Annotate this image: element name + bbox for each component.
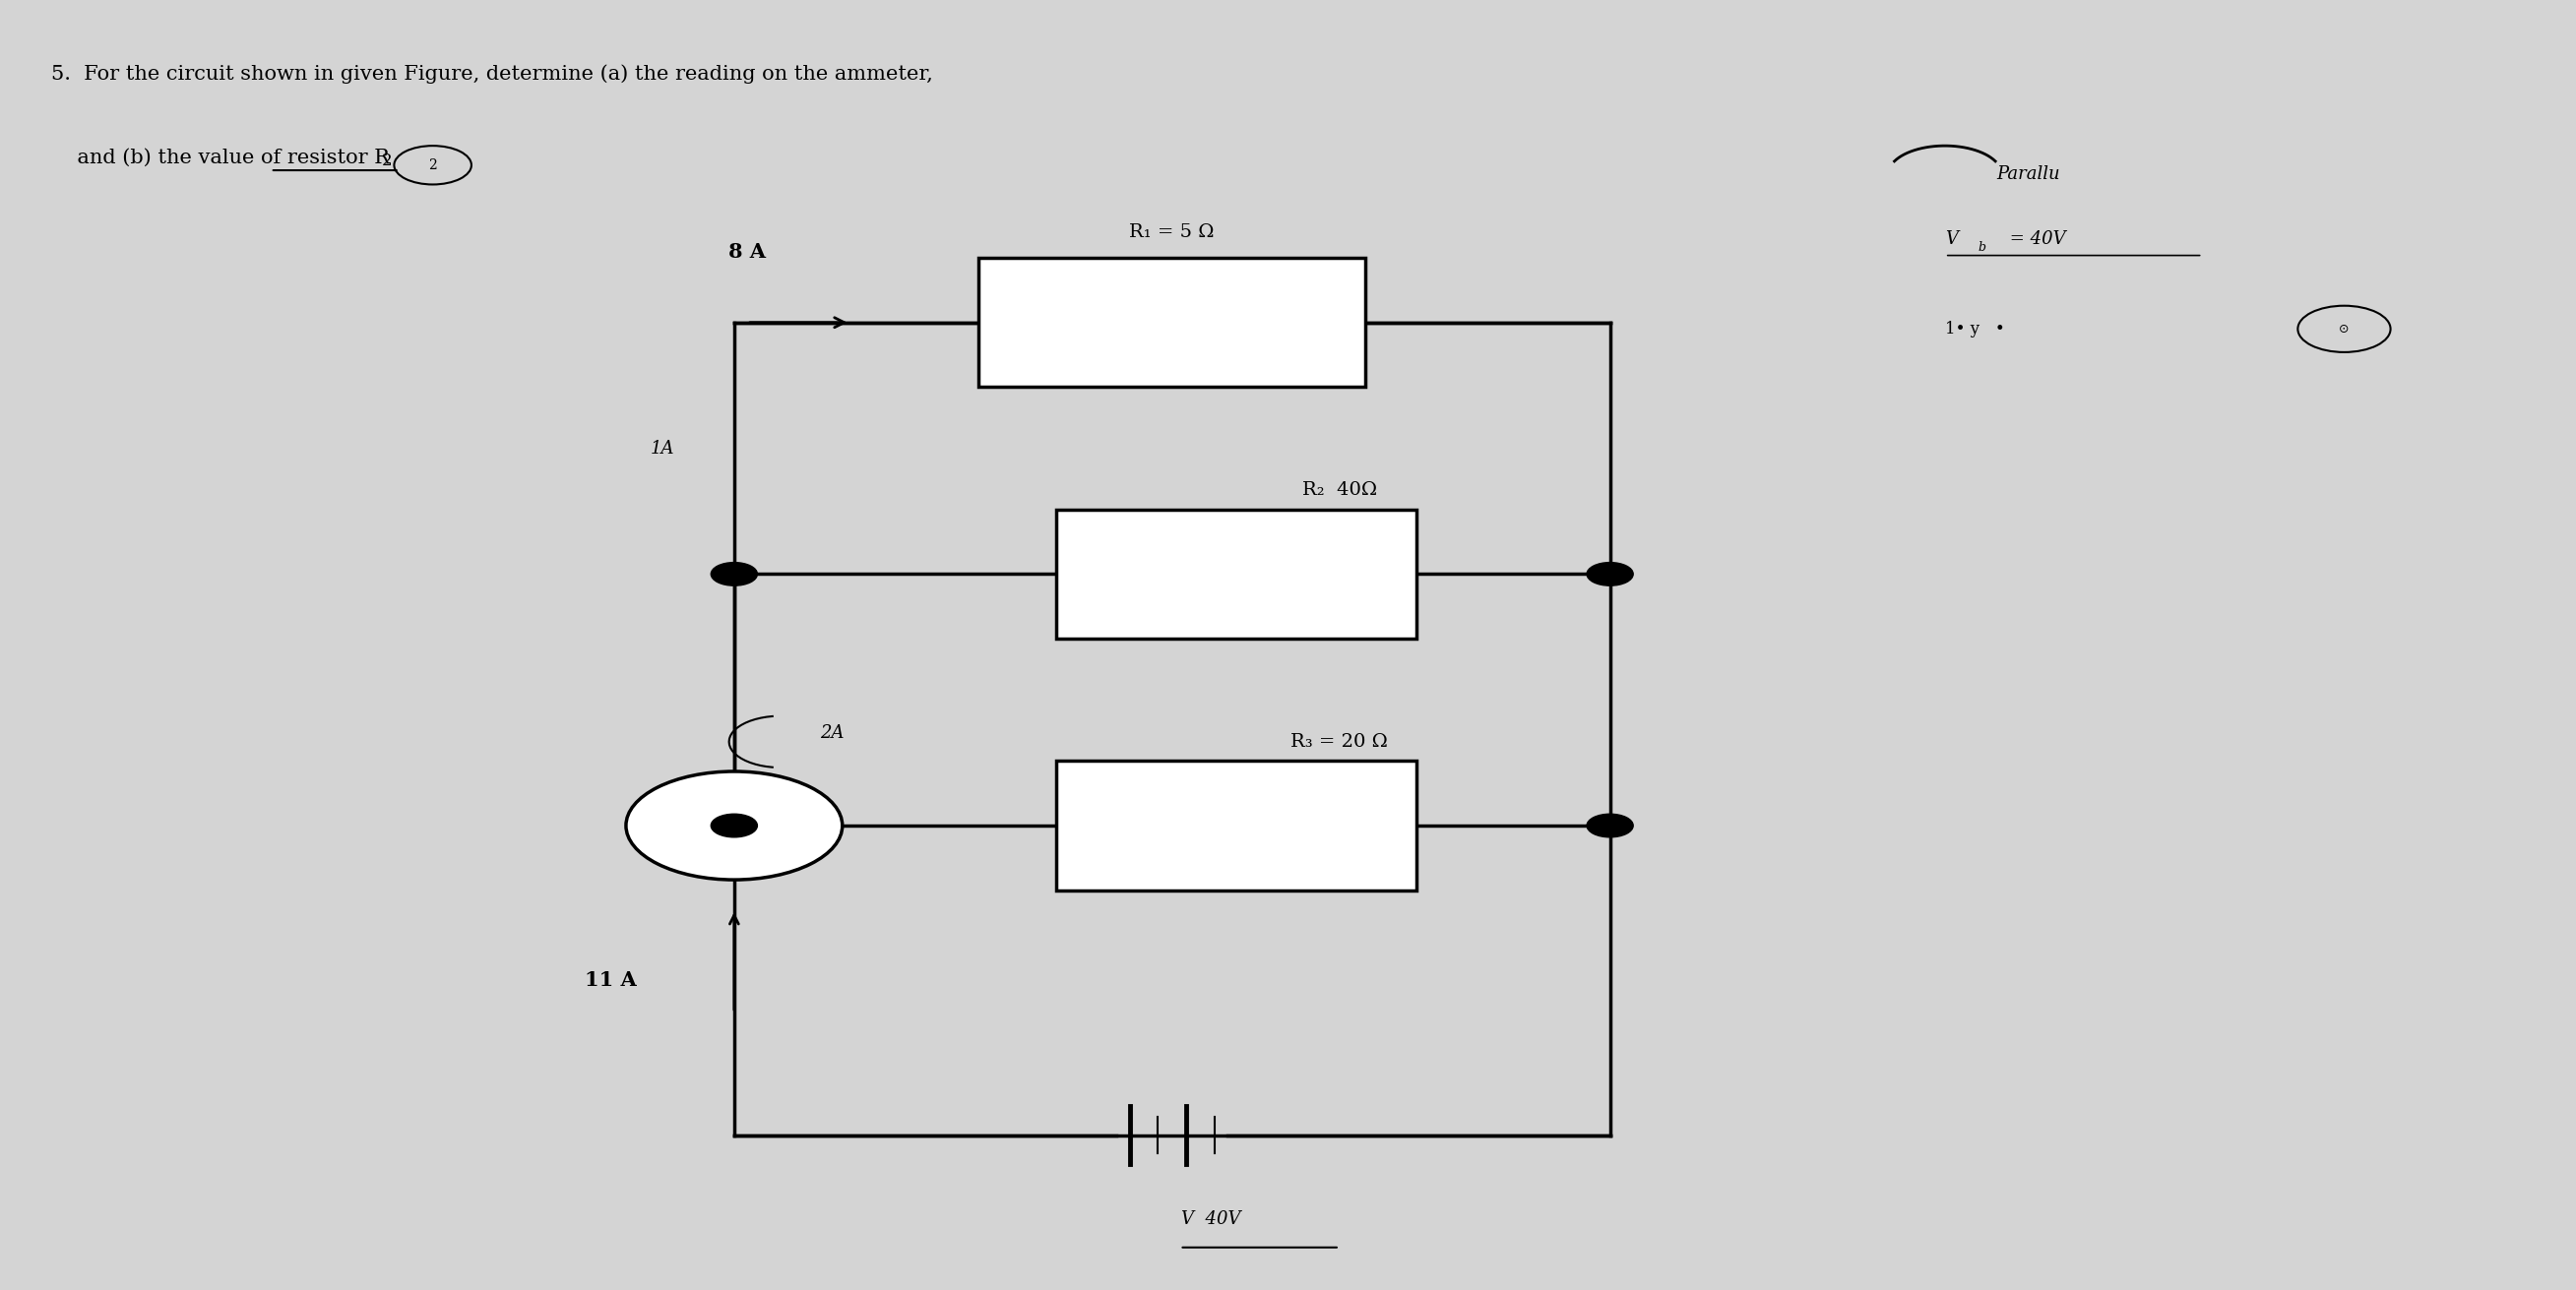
- Bar: [979, 258, 1365, 387]
- Circle shape: [1587, 814, 1633, 837]
- Bar: [1056, 761, 1417, 890]
- Text: 11 A: 11 A: [585, 970, 636, 991]
- Text: 5.  For the circuit shown in given Figure, determine (a) the reading on the amme: 5. For the circuit shown in given Figure…: [52, 64, 933, 84]
- Text: A: A: [726, 815, 742, 836]
- Circle shape: [1587, 562, 1633, 586]
- Text: 8 A: 8 A: [729, 241, 765, 262]
- Text: Parallu: Parallu: [1996, 165, 2061, 183]
- Text: R₂  40Ω: R₂ 40Ω: [1301, 481, 1378, 499]
- Text: 2A: 2A: [819, 724, 845, 742]
- Text: 2: 2: [428, 159, 438, 172]
- Circle shape: [711, 814, 757, 837]
- Text: R₁ = 5 Ω: R₁ = 5 Ω: [1128, 223, 1216, 241]
- Circle shape: [626, 771, 842, 880]
- Text: = 40V: = 40V: [2004, 230, 2066, 248]
- Text: V  40V: V 40V: [1180, 1210, 1242, 1228]
- Text: ⊙: ⊙: [2339, 322, 2349, 335]
- Circle shape: [711, 562, 757, 586]
- Bar: [1056, 510, 1417, 639]
- Text: 1A: 1A: [649, 440, 675, 457]
- Text: V: V: [1945, 230, 1958, 248]
- Text: 2: 2: [381, 152, 392, 169]
- Text: b: b: [1978, 241, 1986, 254]
- Text: R₃ = 20 Ω: R₃ = 20 Ω: [1291, 733, 1388, 751]
- Text: 1• y   •: 1• y •: [1945, 321, 2004, 337]
- Text: and (b) the value of resistor R: and (b) the value of resistor R: [52, 148, 389, 166]
